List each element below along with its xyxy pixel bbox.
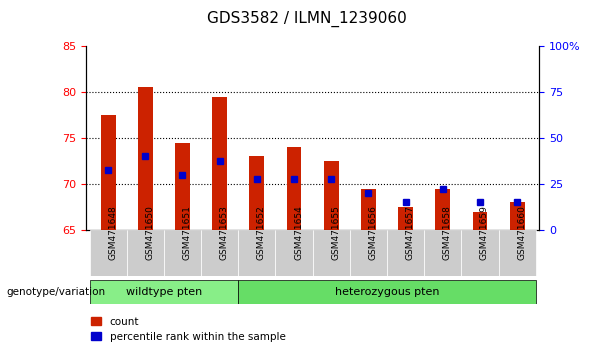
- Bar: [435, 189, 450, 230]
- Bar: [101, 115, 116, 230]
- Text: GSM471660: GSM471660: [517, 205, 526, 260]
- Text: GDS3582 / ILMN_1239060: GDS3582 / ILMN_1239060: [207, 11, 406, 27]
- FancyBboxPatch shape: [127, 230, 164, 276]
- Bar: [249, 156, 264, 230]
- Text: GSM471654: GSM471654: [294, 205, 303, 260]
- FancyBboxPatch shape: [313, 230, 350, 276]
- FancyBboxPatch shape: [201, 230, 238, 276]
- Text: genotype/variation: genotype/variation: [6, 287, 105, 297]
- FancyBboxPatch shape: [275, 230, 313, 276]
- FancyBboxPatch shape: [462, 230, 498, 276]
- Text: GSM471651: GSM471651: [183, 205, 191, 260]
- FancyBboxPatch shape: [89, 280, 238, 304]
- Text: heterozygous pten: heterozygous pten: [335, 287, 440, 297]
- FancyBboxPatch shape: [424, 230, 462, 276]
- FancyBboxPatch shape: [350, 230, 387, 276]
- Bar: [324, 161, 338, 230]
- Bar: [473, 212, 487, 230]
- FancyBboxPatch shape: [498, 230, 536, 276]
- Text: GSM471648: GSM471648: [108, 205, 117, 260]
- FancyBboxPatch shape: [164, 230, 201, 276]
- Legend: count, percentile rank within the sample: count, percentile rank within the sample: [91, 317, 286, 342]
- Text: GSM471653: GSM471653: [219, 205, 229, 260]
- FancyBboxPatch shape: [238, 230, 275, 276]
- Bar: [287, 147, 302, 230]
- Text: GSM471656: GSM471656: [368, 205, 378, 260]
- FancyBboxPatch shape: [387, 230, 424, 276]
- Bar: [361, 189, 376, 230]
- FancyBboxPatch shape: [238, 280, 536, 304]
- Bar: [138, 87, 153, 230]
- FancyBboxPatch shape: [89, 230, 127, 276]
- Text: GSM471658: GSM471658: [443, 205, 452, 260]
- Bar: [509, 202, 525, 230]
- Text: GSM471652: GSM471652: [257, 205, 266, 260]
- Bar: [175, 143, 190, 230]
- Bar: [398, 207, 413, 230]
- Text: GSM471650: GSM471650: [145, 205, 154, 260]
- Text: GSM471657: GSM471657: [406, 205, 414, 260]
- Text: GSM471659: GSM471659: [480, 205, 489, 260]
- Bar: [212, 97, 227, 230]
- Text: GSM471655: GSM471655: [331, 205, 340, 260]
- Text: wildtype pten: wildtype pten: [126, 287, 202, 297]
